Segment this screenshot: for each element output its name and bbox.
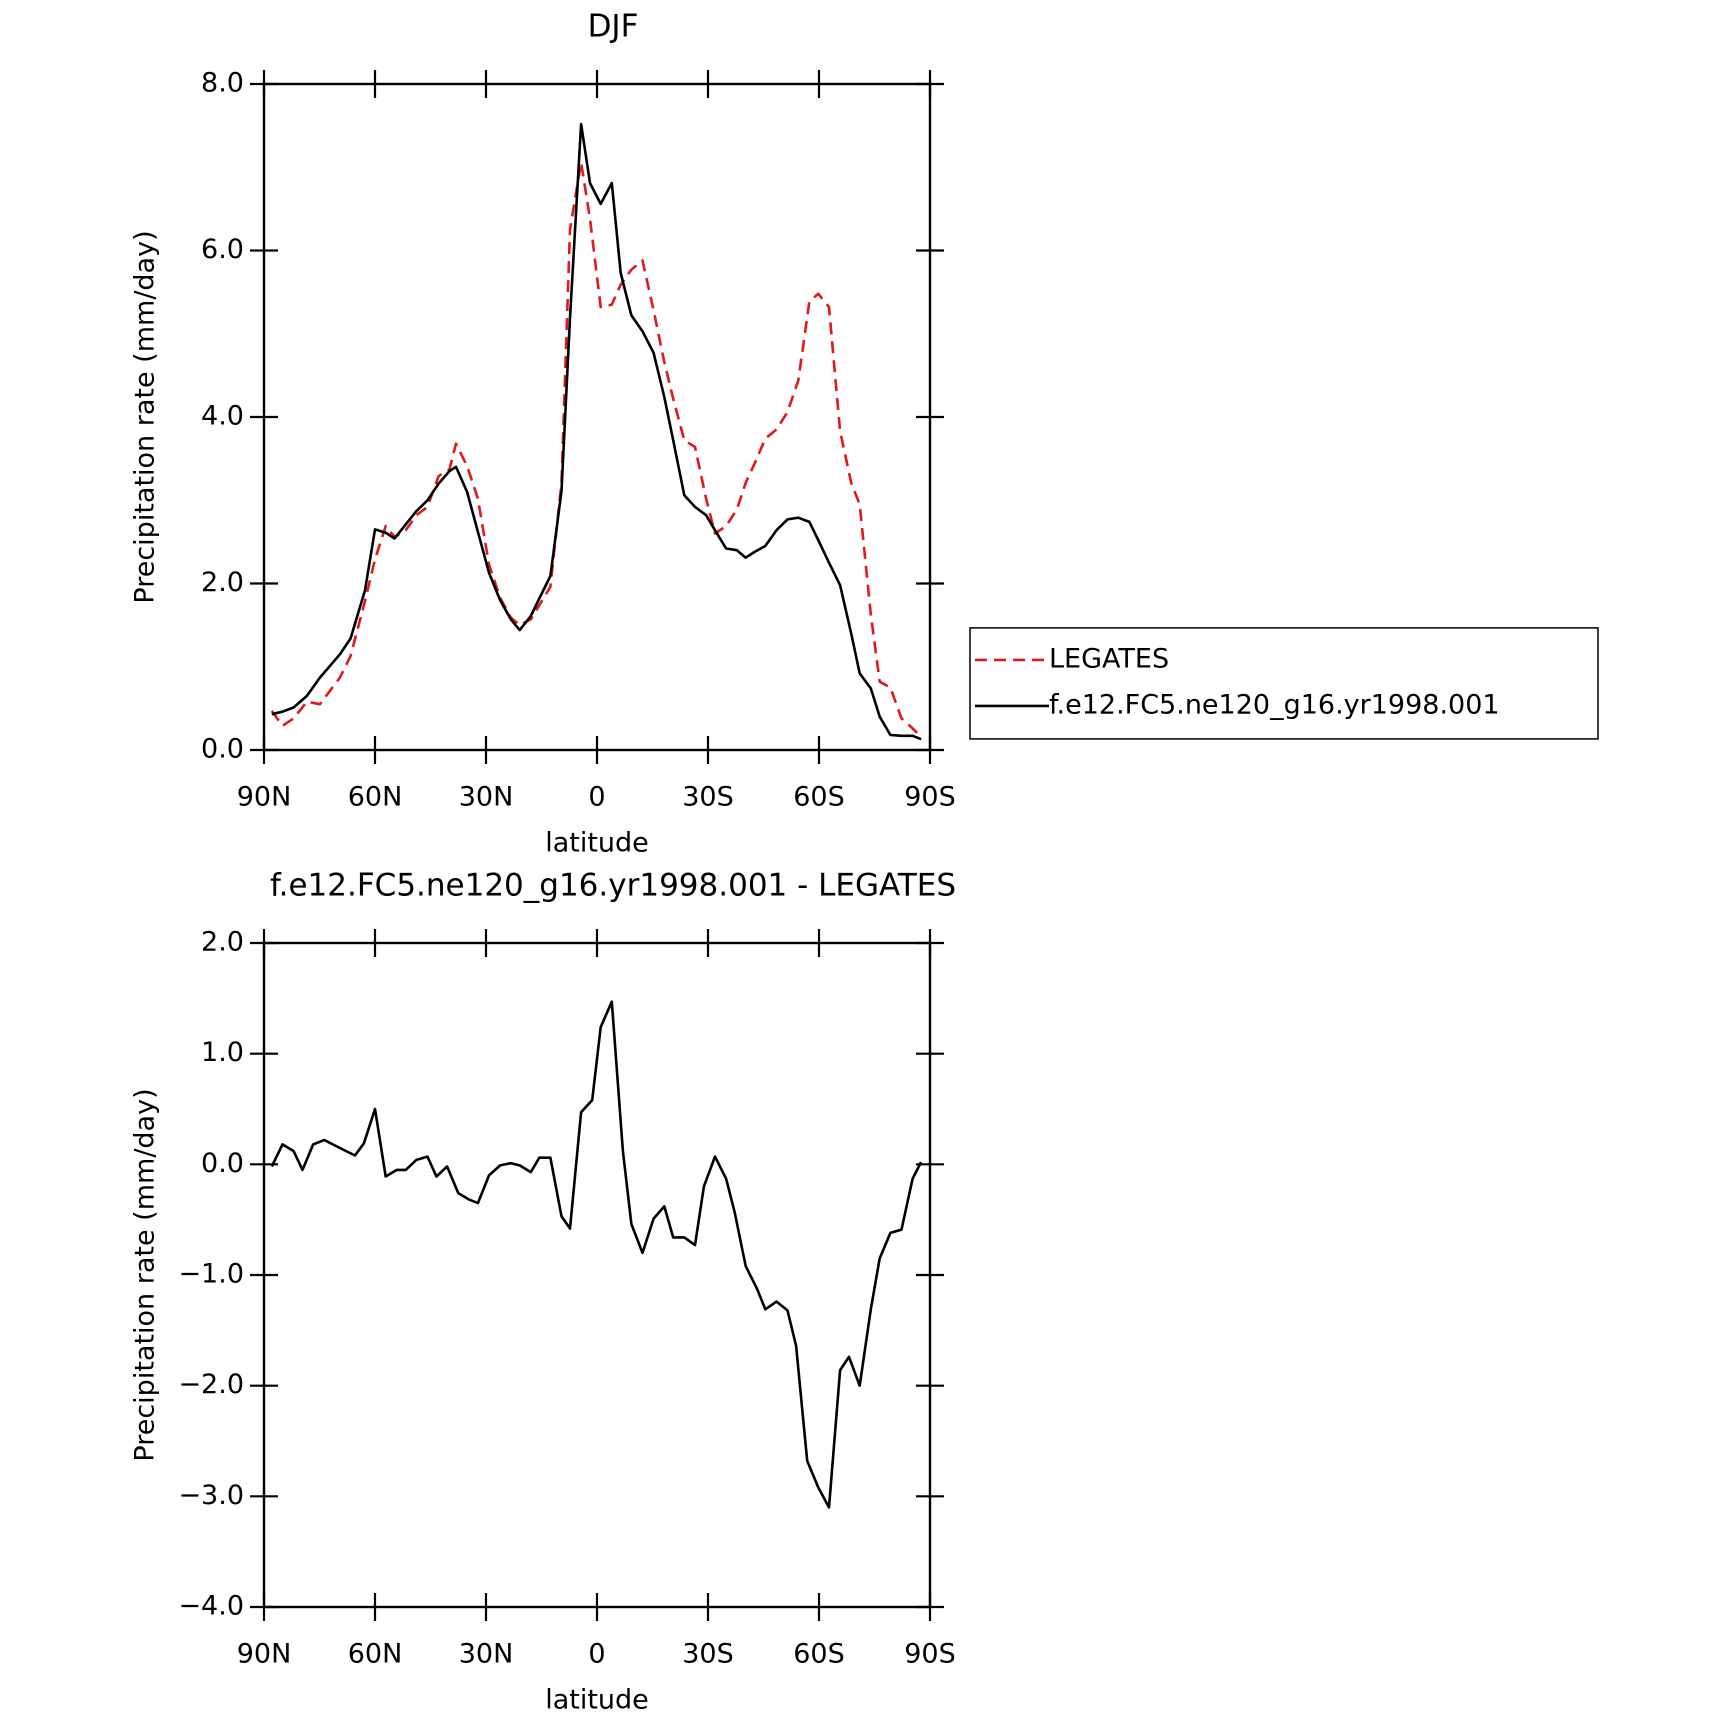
y-tick-label: −3.0 (178, 1480, 244, 1511)
x-tick-label: 60N (348, 782, 403, 813)
x-tick-label: 90N (237, 782, 292, 813)
x-tick-label: 90N (237, 1639, 292, 1670)
data-line (271, 122, 922, 741)
chart-title: DJF (588, 9, 639, 45)
y-tick-label: −2.0 (178, 1369, 244, 1400)
y-axis-label: Precipitation rate (mm/day) (130, 230, 161, 603)
y-tick-label: 2.0 (201, 927, 244, 958)
y-tick-label: 4.0 (201, 401, 244, 432)
y-tick-label: −1.0 (178, 1259, 244, 1290)
plot-frame (262, 82, 932, 752)
chart-title: f.e12.FC5.ne120_g16.yr1998.001 - LEGATES (270, 868, 956, 904)
y-tick-label: 1.0 (201, 1037, 244, 1068)
plot-frame (262, 941, 932, 1609)
x-tick-label: 30N (459, 782, 514, 813)
y-axis-label: Precipitation rate (mm/day) (130, 1088, 161, 1461)
x-tick-label: 60N (348, 1639, 403, 1670)
y-tick-label: 2.0 (201, 567, 244, 598)
y-tick-label: 0.0 (201, 1148, 244, 1179)
x-axis-label: latitude (545, 1685, 649, 1716)
x-tick-label: 60S (793, 1639, 845, 1670)
y-tick-label: 0.0 (201, 734, 244, 765)
x-tick-label: 60S (793, 782, 845, 813)
x-tick-label: 90S (904, 1639, 956, 1670)
x-tick-label: 0 (588, 1639, 605, 1670)
legend-label: f.e12.FC5.ne120_g16.yr1998.001 (1049, 689, 1500, 720)
legend-box (969, 627, 1599, 740)
x-axis-label: latitude (545, 828, 649, 859)
legend-label: LEGATES (1049, 643, 1169, 674)
x-tick-label: 30S (682, 1639, 734, 1670)
x-tick-label: 90S (904, 782, 956, 813)
legend: LEGATES f.e12.FC5.ne120_g16.yr1998.001 (969, 627, 1599, 740)
y-tick-label: −4.0 (178, 1591, 244, 1622)
y-tick-label: 8.0 (201, 68, 244, 99)
x-tick-label: 0 (588, 782, 605, 813)
x-tick-label: 30N (459, 1639, 514, 1670)
x-tick-label: 30S (682, 782, 734, 813)
data-line (270, 161, 923, 738)
y-tick-label: 6.0 (201, 234, 244, 265)
data-line (270, 1000, 923, 1509)
